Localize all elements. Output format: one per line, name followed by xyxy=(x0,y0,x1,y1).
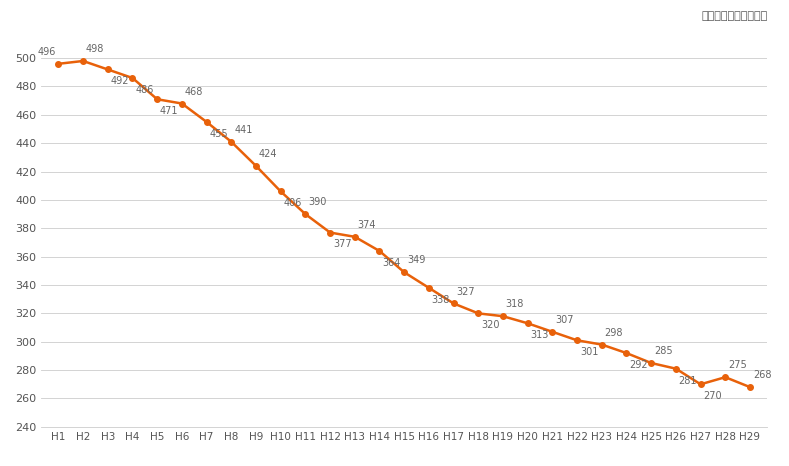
Text: 374: 374 xyxy=(357,220,376,230)
Text: 377: 377 xyxy=(333,240,352,249)
Text: 390: 390 xyxy=(308,197,327,207)
Text: 298: 298 xyxy=(604,328,623,338)
Text: 313: 313 xyxy=(530,330,549,340)
Text: 424: 424 xyxy=(259,149,277,159)
Text: 406: 406 xyxy=(283,199,302,208)
Text: 270: 270 xyxy=(703,391,722,401)
Text: 281: 281 xyxy=(679,376,697,386)
Text: 471: 471 xyxy=(160,106,178,116)
Text: 338: 338 xyxy=(432,295,450,305)
Text: 349: 349 xyxy=(407,255,425,265)
Text: 327: 327 xyxy=(456,287,475,296)
Text: 275: 275 xyxy=(728,360,747,370)
Text: 468: 468 xyxy=(185,87,203,96)
Text: 441: 441 xyxy=(234,125,252,135)
Text: 496: 496 xyxy=(37,47,55,57)
Text: 318: 318 xyxy=(506,299,524,309)
Text: 307: 307 xyxy=(555,315,574,325)
Text: 486: 486 xyxy=(135,85,154,95)
Text: 301: 301 xyxy=(580,347,598,357)
Text: 364: 364 xyxy=(383,258,401,268)
Text: 455: 455 xyxy=(209,129,228,139)
Text: 268: 268 xyxy=(753,370,772,380)
Text: 在院日数（単位：日）: 在院日数（単位：日） xyxy=(701,11,767,21)
Text: 320: 320 xyxy=(481,320,499,330)
Text: 292: 292 xyxy=(630,360,648,370)
Text: 492: 492 xyxy=(110,76,129,86)
Text: 498: 498 xyxy=(86,44,104,54)
Text: 285: 285 xyxy=(654,346,672,356)
